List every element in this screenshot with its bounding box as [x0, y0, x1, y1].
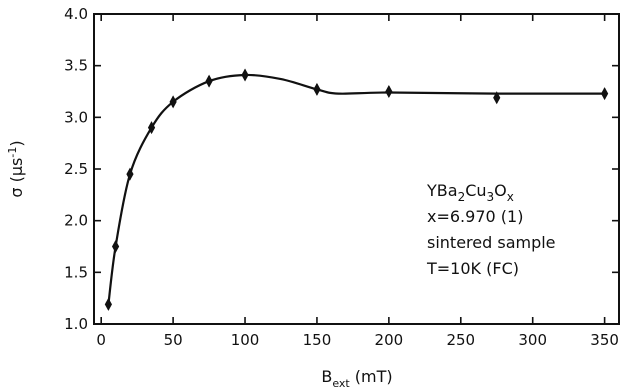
diamond-marker — [493, 91, 501, 105]
y-tick-label: 4.0 — [64, 5, 88, 23]
y-tick-label: 2.0 — [64, 212, 88, 230]
x-tick-label: 100 — [231, 331, 260, 349]
data-point — [313, 82, 321, 96]
annotation-line: sintered sample — [427, 233, 556, 252]
data-point — [493, 91, 501, 105]
annotation-line: x=6.970 (1) — [427, 207, 523, 226]
y-tick-label: 1.0 — [64, 315, 88, 333]
diamond-marker — [147, 121, 156, 135]
diamond-marker — [601, 87, 609, 101]
data-point — [111, 240, 120, 253]
x-tick-labels: 0 50 100 150 200 250 300 350 — [96, 331, 619, 349]
diamond-marker — [385, 85, 393, 98]
x-tick-label: 150 — [303, 331, 332, 349]
sample-annotation: YBa2Cu3Ox x=6.970 (1) sintered sample T=… — [426, 181, 556, 278]
x-tick-label: 250 — [446, 331, 475, 349]
data-point — [147, 121, 156, 135]
diamond-marker — [104, 297, 112, 311]
x-axis-title: Bext (mT) — [321, 367, 392, 390]
data-point — [205, 74, 213, 88]
tick-marks — [94, 13, 619, 325]
annotation-line: T=10K (FC) — [426, 259, 519, 278]
data-point — [601, 87, 609, 101]
diamond-marker — [126, 167, 134, 181]
diamond-marker — [169, 95, 177, 109]
data-point — [126, 167, 134, 181]
x-tick-label: 350 — [590, 331, 619, 349]
data-point — [104, 297, 112, 311]
diamond-marker — [241, 68, 249, 82]
y-tick-label: 3.0 — [64, 108, 88, 126]
fit-curve — [107, 73, 605, 305]
diamond-marker — [111, 240, 120, 253]
data-points — [104, 68, 609, 311]
data-point — [385, 85, 393, 98]
annotation-formula: YBa2Cu3Ox — [426, 181, 514, 204]
y-tick-label: 1.5 — [64, 263, 88, 281]
x-tick-label: 50 — [164, 331, 183, 349]
data-point — [169, 95, 177, 109]
data-point — [241, 68, 249, 82]
y-tick-label: 3.5 — [64, 57, 88, 75]
x-tick-label: 300 — [518, 331, 547, 349]
diamond-marker — [205, 74, 213, 88]
diamond-marker — [313, 82, 321, 96]
y-axis-title: σ (μs-1) — [6, 140, 26, 197]
x-tick-label: 0 — [96, 331, 106, 349]
x-tick-label: 200 — [375, 331, 404, 349]
y-tick-labels: 1.0 1.5 2.0 2.5 3.0 3.5 4.0 — [64, 5, 88, 333]
plot-frame — [93, 13, 620, 325]
y-tick-label: 2.5 — [64, 160, 88, 178]
